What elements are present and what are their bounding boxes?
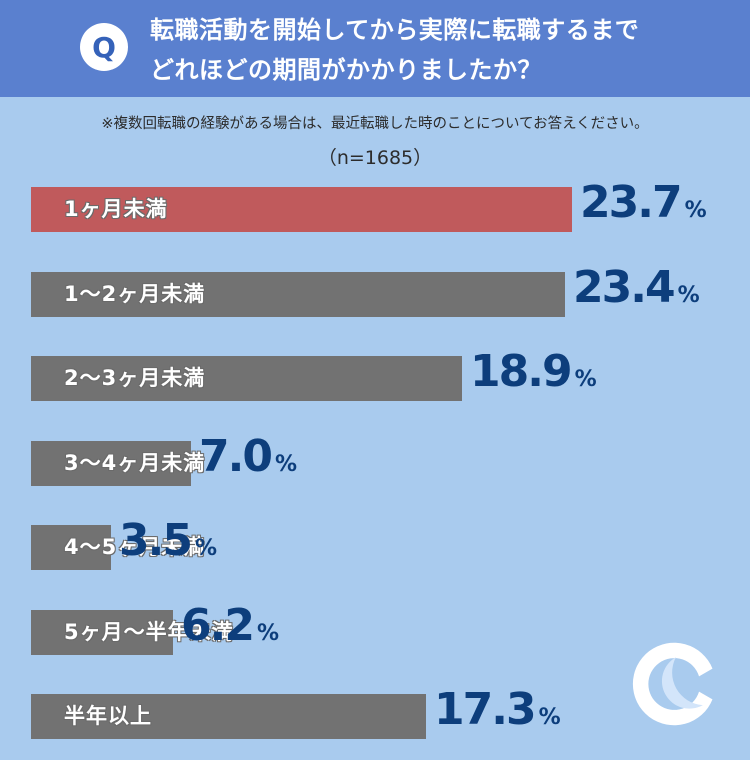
bar-label: 3〜4ヶ月未満 bbox=[64, 451, 206, 475]
bar-value-label: 7.0% bbox=[199, 431, 297, 482]
value-number: 18.9 bbox=[470, 346, 573, 397]
percent-sign: % bbox=[684, 198, 707, 223]
c-logo-icon bbox=[632, 642, 713, 726]
percent-sign: % bbox=[574, 367, 597, 392]
bar-label: 4〜5ヶ月未満 bbox=[64, 535, 206, 559]
value-number: 6.2 bbox=[181, 600, 255, 651]
bar-value-label: 23.4% bbox=[573, 262, 700, 313]
q-badge-icon: Q bbox=[80, 23, 128, 71]
bar-label: 1ヶ月未満 bbox=[64, 197, 168, 221]
value-number: 17.3 bbox=[434, 684, 537, 735]
percent-sign: % bbox=[194, 536, 217, 561]
percent-sign: % bbox=[274, 452, 297, 477]
value-number: 7.0 bbox=[199, 431, 273, 482]
bar-label: 半年以上 bbox=[64, 704, 152, 728]
bar-3 bbox=[31, 356, 462, 401]
bar-7 bbox=[31, 694, 426, 739]
bar-label: 2〜3ヶ月未満 bbox=[64, 366, 206, 390]
sample-size: （n=1685） bbox=[317, 147, 433, 169]
question-line-1: 転職活動を開始してから実際に転職するまで bbox=[150, 16, 640, 44]
question-line-2: どれほどの期間がかかりましたか？ bbox=[150, 56, 542, 84]
bar-6 bbox=[31, 610, 173, 655]
bar-value-label: 6.2% bbox=[181, 600, 279, 651]
question-header: Q 転職活動を開始してから実際に転職するまで どれほどの期間がかかりましたか？ bbox=[0, 0, 750, 97]
bar-1 bbox=[31, 187, 572, 232]
value-number: 23.4 bbox=[573, 262, 676, 313]
percent-sign: % bbox=[256, 621, 279, 646]
bar-4 bbox=[31, 441, 191, 486]
bar-5 bbox=[31, 525, 111, 570]
bar-label: 1〜2ヶ月未満 bbox=[64, 282, 206, 306]
percent-sign: % bbox=[538, 705, 561, 730]
value-number: 3.5 bbox=[119, 515, 193, 566]
value-number: 23.7 bbox=[580, 177, 683, 228]
bar-label: 5ヶ月〜半年未満 bbox=[64, 620, 234, 644]
percent-sign: % bbox=[677, 283, 700, 308]
bar-value-label: 18.9% bbox=[470, 346, 597, 397]
bar-value-label: 3.5% bbox=[119, 515, 217, 566]
bar-value-label: 23.7% bbox=[580, 177, 707, 228]
bar-value-label: 17.3% bbox=[434, 684, 561, 735]
note-text: ※複数回転職の経験がある場合は、最近転職した時のことについてお答えください。 bbox=[101, 116, 649, 132]
bar-2 bbox=[31, 272, 565, 317]
